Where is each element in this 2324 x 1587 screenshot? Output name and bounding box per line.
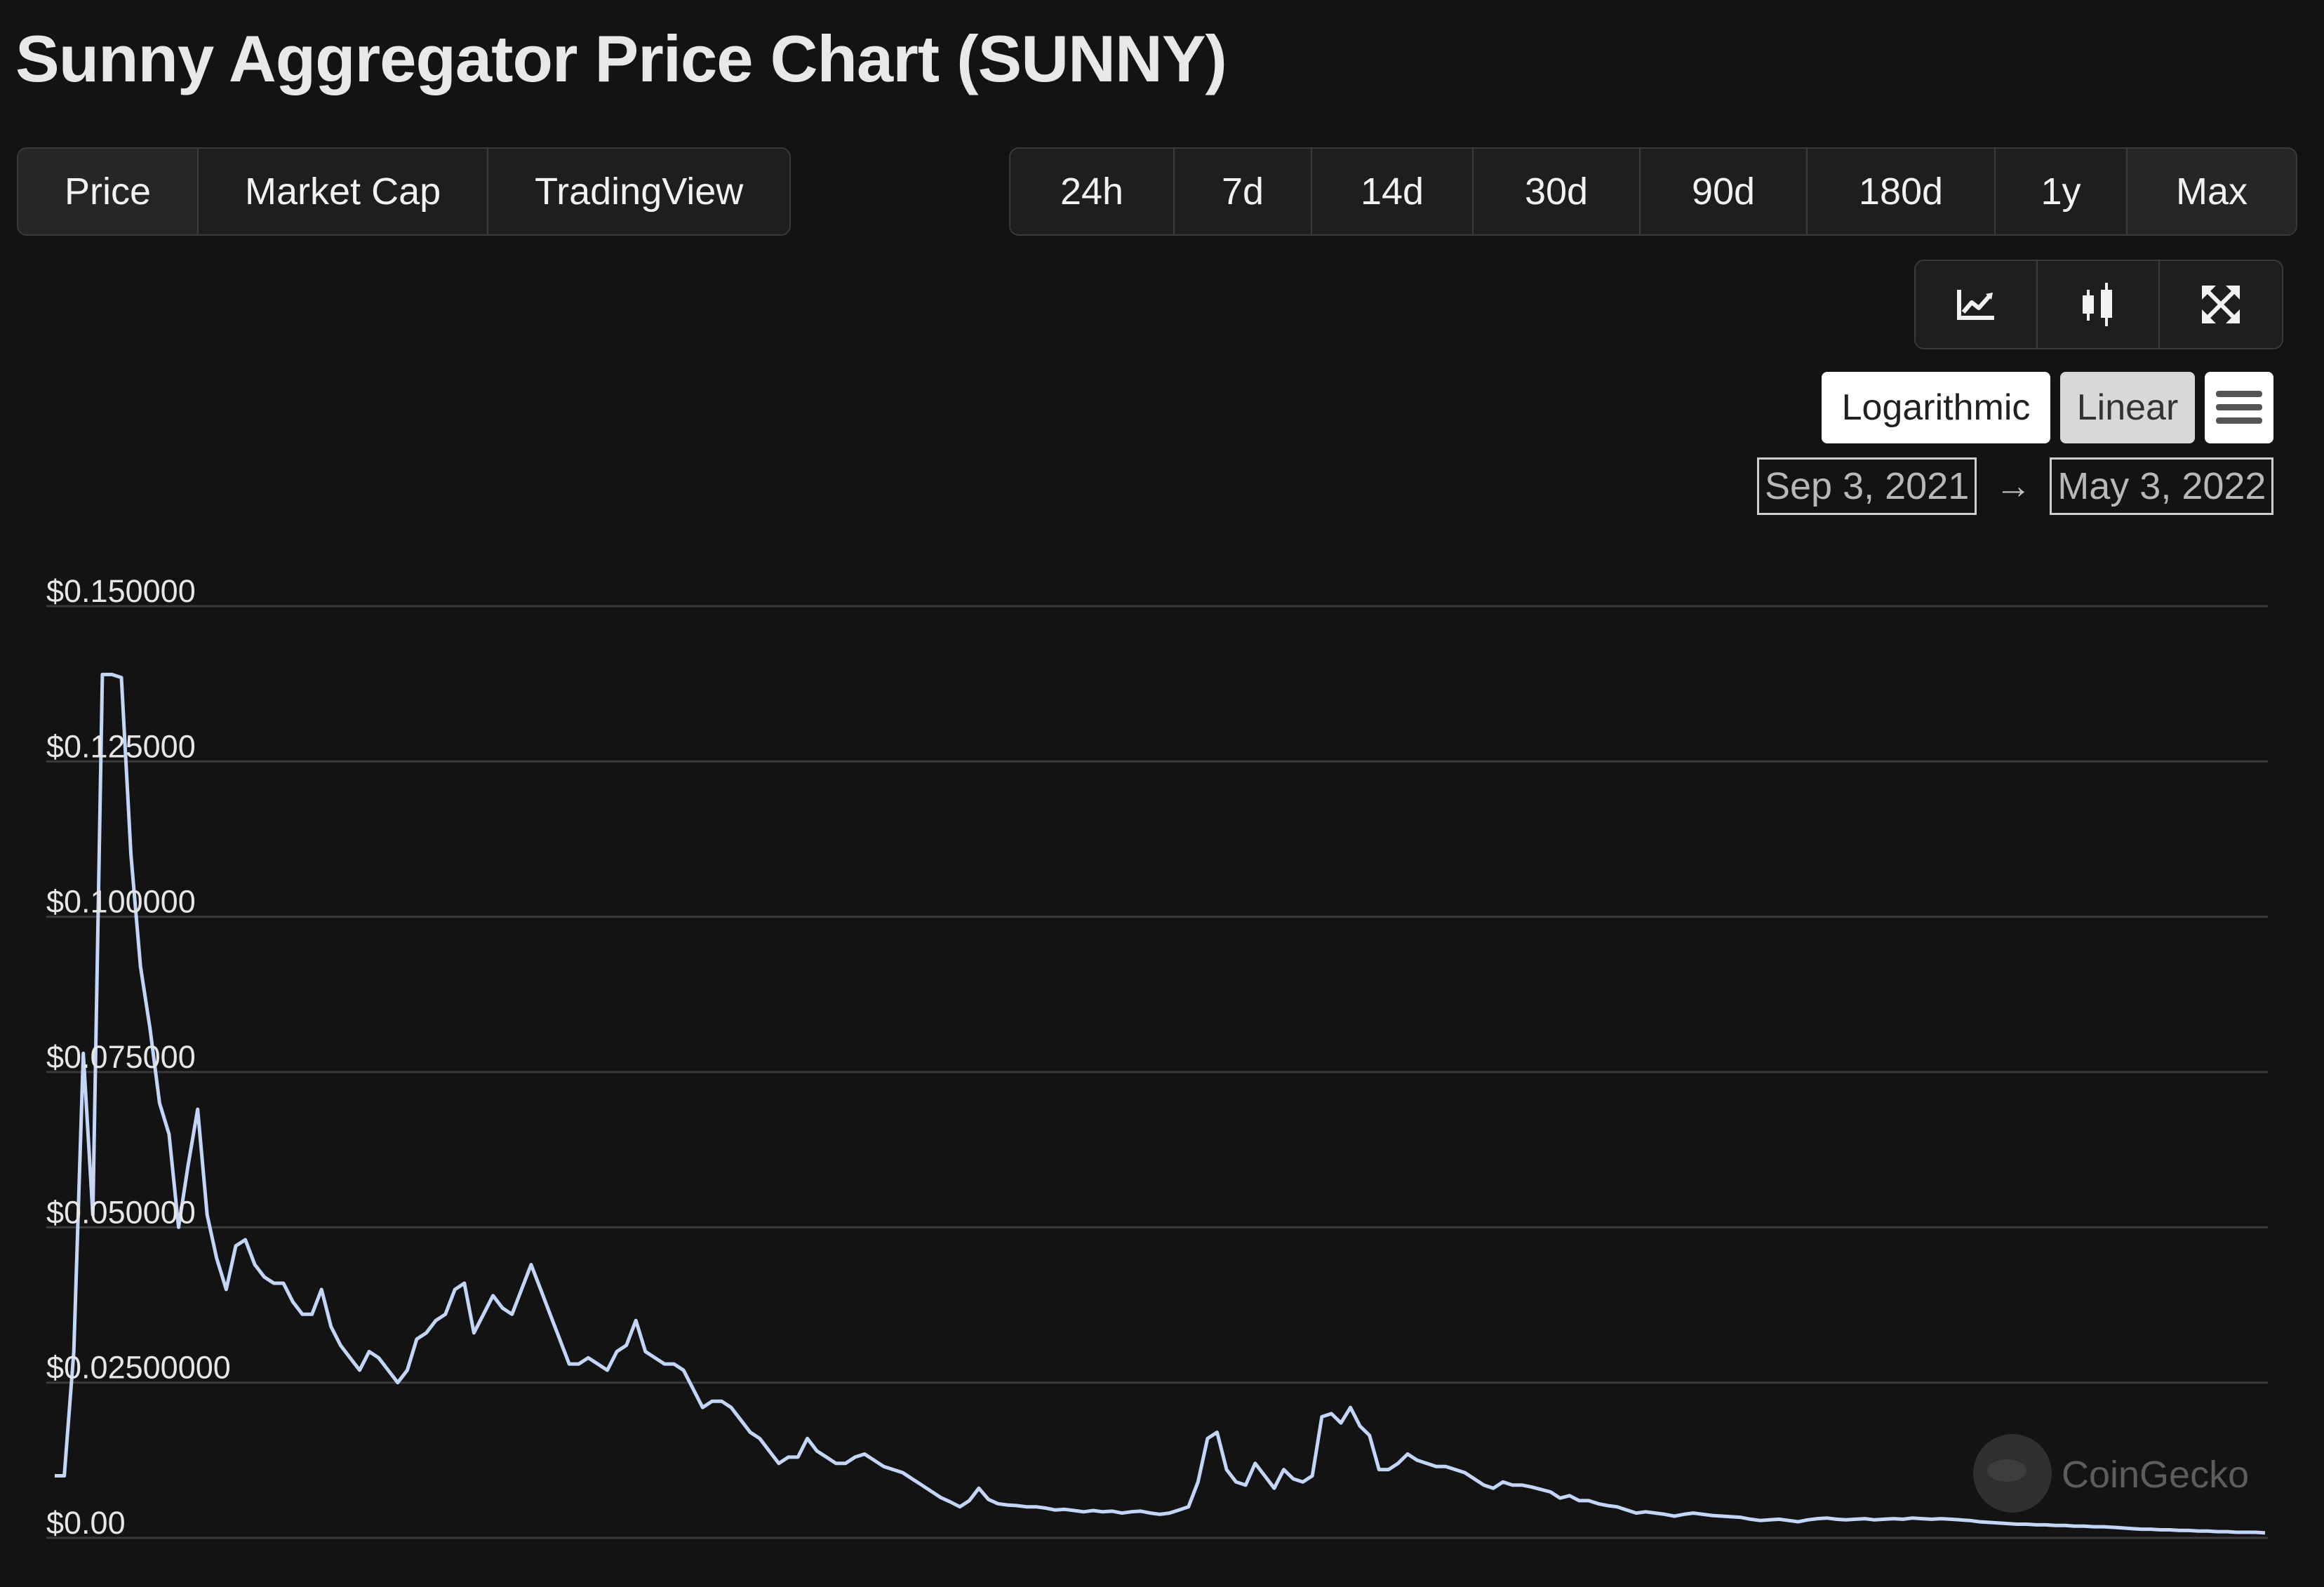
y-tick-label: $0.050000 [46, 1194, 196, 1230]
range-30d-button[interactable]: 30d [1474, 149, 1641, 234]
price-line [55, 672, 2266, 1535]
time-range-selector: 24h 7d 14d 30d 90d 180d 1y Max [1009, 147, 2297, 236]
candlestick-button[interactable] [2038, 261, 2160, 348]
tab-market-cap[interactable]: Market Cap [199, 149, 489, 234]
chart-series [55, 672, 2266, 1535]
fullscreen-button[interactable] [2160, 261, 2282, 348]
date-to-input[interactable]: May 3, 2022 [2050, 457, 2274, 515]
candlestick-icon [2083, 283, 2112, 326]
chart-y-axis: $0.150000 $0.125000 $0.100000 $0.075000 $0.0… [46, 573, 231, 1541]
range-14d-button[interactable]: 14d [1312, 149, 1474, 234]
date-range-arrow: → [1995, 466, 2032, 507]
chart-tools [1914, 260, 2283, 349]
y-tick-label: $0.00 [46, 1505, 126, 1541]
scale-toggle: Logarithmic Linear [1822, 372, 2273, 443]
chart-type-tabs: Price Market Cap TradingView [17, 147, 792, 236]
date-range: Sep 3, 2021 → May 3, 2022 [1757, 457, 2274, 515]
linear-button[interactable]: Linear [2060, 372, 2195, 443]
y-tick-label: $0.150000 [46, 573, 196, 609]
y-tick-label: $0.075000 [46, 1039, 196, 1075]
line-chart-button[interactable] [1916, 261, 2038, 348]
range-180d-button[interactable]: 180d [1808, 149, 1996, 234]
watermark-text: CoinGecko [2062, 1454, 2249, 1496]
range-1y-button[interactable]: 1y [1996, 149, 2128, 234]
range-7d-button[interactable]: 7d [1175, 149, 1312, 234]
y-tick-label: $0.100000 [46, 884, 196, 920]
y-tick-label: $0.02500000 [46, 1350, 231, 1386]
page-title: Sunny Aggregator Price Chart (SUNNY) [15, 22, 1227, 95]
range-24h-button[interactable]: 24h [1010, 149, 1175, 234]
tab-tradingview[interactable]: TradingView [488, 149, 790, 234]
fullscreen-icon [2202, 286, 2240, 323]
line-chart-icon [1957, 290, 1994, 320]
date-from-input[interactable]: Sep 3, 2021 [1757, 457, 1977, 515]
tab-price[interactable]: Price [18, 149, 199, 234]
hamburger-menu-icon [2216, 391, 2262, 424]
chart-gridlines [46, 605, 2268, 1539]
range-max-button[interactable]: Max [2128, 149, 2296, 234]
coingecko-watermark: CoinGecko [1973, 1434, 2249, 1513]
y-tick-label: $0.125000 [46, 728, 196, 764]
coingecko-logo-detail [1987, 1459, 2026, 1482]
logarithmic-button[interactable]: Logarithmic [1822, 372, 2050, 443]
chart-menu-button[interactable] [2205, 372, 2273, 443]
range-90d-button[interactable]: 90d [1641, 149, 1808, 234]
